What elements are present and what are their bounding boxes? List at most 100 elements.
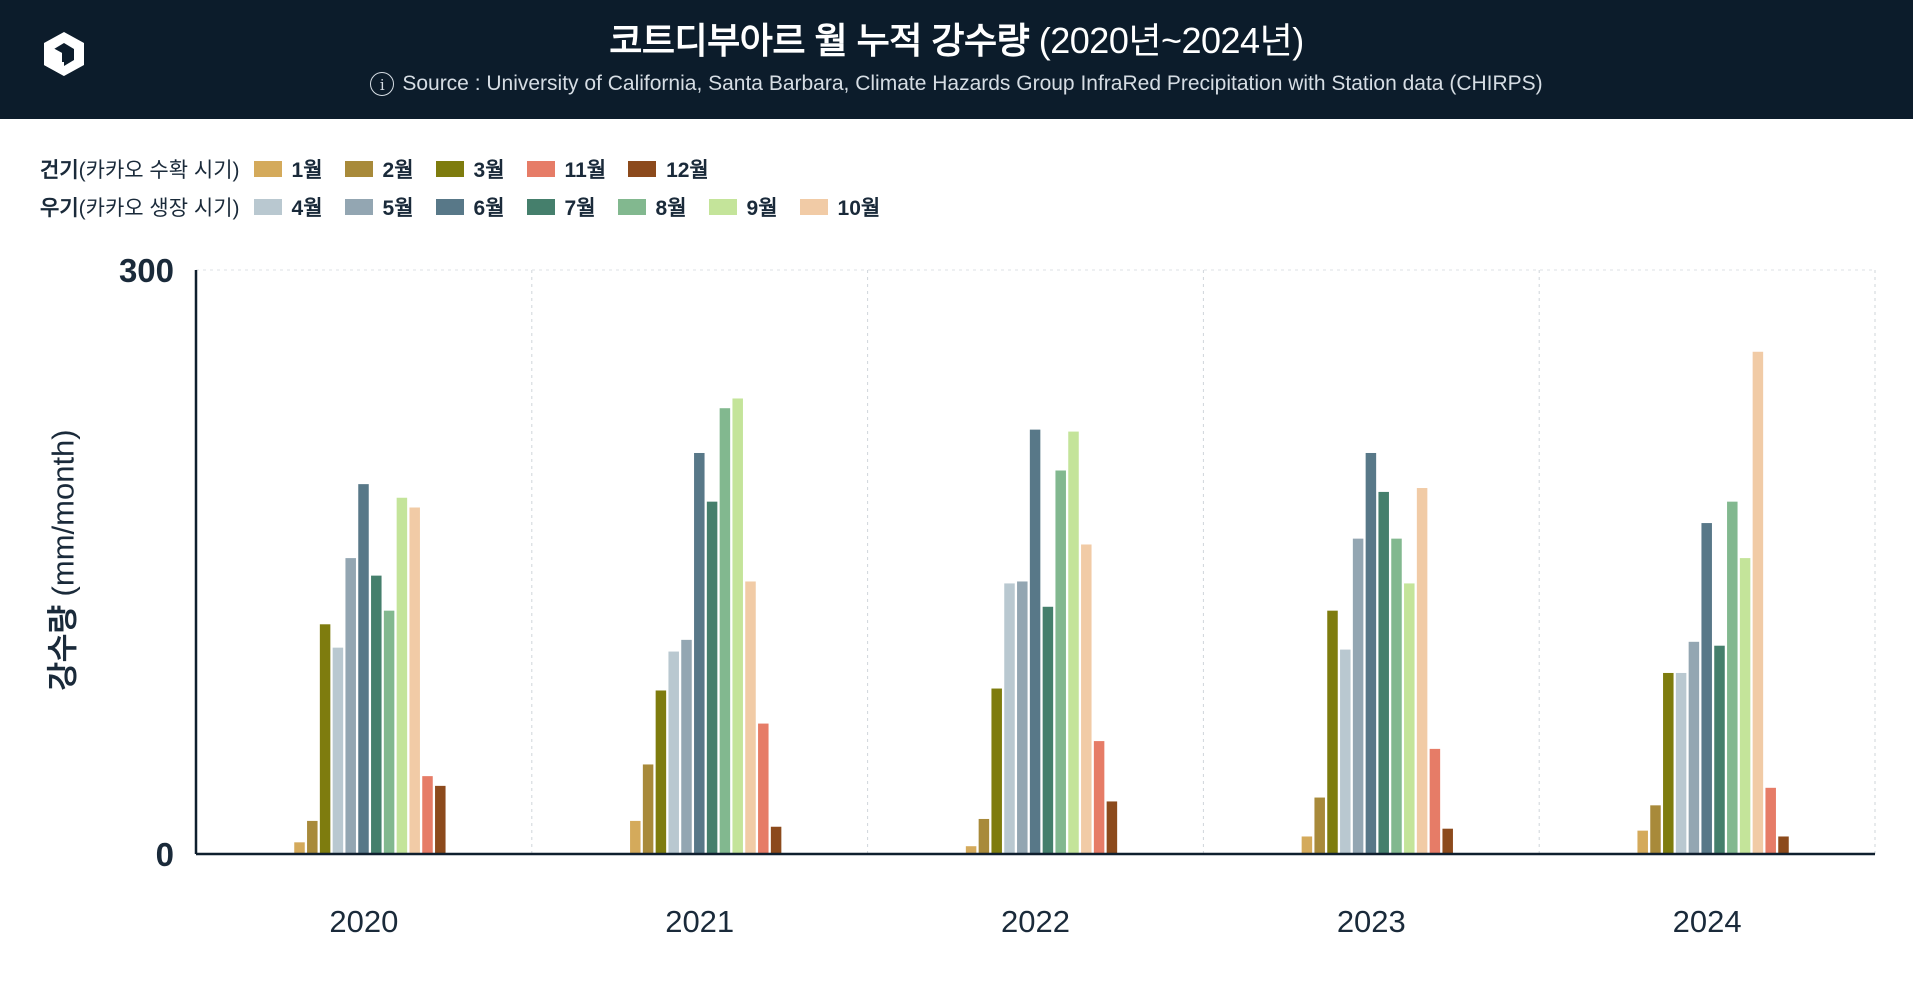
bar-2023-1월: [1301, 836, 1313, 854]
bar-2021-10월: [745, 581, 756, 854]
bar-2021-5월: [681, 639, 692, 854]
legend-label: 1월: [291, 159, 323, 182]
bar-2022-7월: [1042, 606, 1054, 854]
legend-label: 3월: [473, 159, 505, 182]
bar-2024-1월: [1637, 830, 1648, 854]
legend-label: 6월: [473, 197, 505, 220]
legend-item-5월: 5월: [344, 192, 414, 222]
bar-2020-4월: [332, 647, 344, 854]
bar-2023-8월: [1391, 538, 1402, 854]
legend-item-8월: 8월: [617, 192, 687, 222]
bar-2021-6월: [694, 452, 705, 854]
x-tick-label: 2023: [1337, 904, 1406, 939]
bar-2021-2월: [642, 764, 654, 854]
bar-2022-6월: [1029, 429, 1041, 854]
bar-2024-8월: [1727, 501, 1738, 854]
bar-2024-5월: [1688, 641, 1700, 854]
legend-swatch: [253, 161, 282, 177]
legend-swatch: [799, 199, 828, 215]
bar-2020-2월: [307, 820, 318, 854]
title-period: (2020년~2024년): [1038, 20, 1304, 61]
bar-2023-10월: [1416, 488, 1428, 854]
bar-2023-6월: [1365, 452, 1377, 854]
legend-group-wet-bold: 우기: [40, 197, 79, 220]
legend-swatch: [617, 199, 646, 215]
legend-item-2월: 2월: [344, 154, 414, 184]
page-title: 코트디부아르 월 누적 강수량 (2020년~2024년): [0, 12, 1913, 64]
bar-2024-3월: [1663, 672, 1674, 854]
bar-2024-11월: [1765, 787, 1776, 854]
bar-2024-6월: [1701, 523, 1712, 854]
legend-swatch: [628, 161, 657, 177]
legend-label: 4월: [291, 197, 323, 220]
bar-2022-11월: [1093, 741, 1105, 854]
legend-row-wet: 우기(카카오 생장 시기) 4월 5월 6월 7월 8월 9월 10월: [40, 193, 902, 221]
legend-group-wet: 우기(카카오 생장 시기): [40, 192, 240, 222]
bar-2024-9월: [1739, 558, 1751, 854]
bar-2023-9월: [1404, 583, 1415, 854]
bar-2021-11월: [758, 723, 769, 854]
legend-label: 5월: [382, 197, 414, 220]
header-bar: 코트디부아르 월 누적 강수량 (2020년~2024년) i Source : …: [0, 0, 1913, 119]
legend-swatch: [526, 199, 555, 215]
bar-2022-9월: [1068, 431, 1079, 854]
legend-item-7월: 7월: [526, 192, 596, 222]
legend-item-10월: 10월: [799, 192, 881, 222]
legend-swatch: [253, 199, 282, 215]
legend-label: 11월: [564, 159, 607, 182]
bar-2021-9월: [732, 398, 743, 854]
bar-2020-6월: [358, 484, 369, 854]
bar-2022-3월: [991, 688, 1002, 854]
legend-swatch: [344, 199, 373, 215]
y-tick-label: 300: [119, 252, 174, 289]
bar-2022-2월: [978, 818, 990, 854]
title-main: 코트디부아르 월 누적 강수량: [609, 20, 1030, 61]
bar-2020-7월: [371, 575, 382, 854]
bar-2021-7월: [706, 501, 718, 854]
bar-2024-12월: [1778, 836, 1789, 854]
bar-2022-1월: [965, 846, 977, 854]
bar-2021-8월: [719, 408, 731, 854]
bar-2023-4월: [1340, 649, 1351, 854]
bar-2021-12월: [770, 826, 782, 854]
bar-2020-11월: [422, 776, 433, 854]
x-tick-label: 2020: [329, 904, 398, 939]
legend-group-dry-bold: 건기: [40, 159, 79, 182]
legend-group-dry: 건기(카카오 수확 시기): [40, 154, 240, 184]
logo-icon: [44, 32, 84, 76]
bar-2020-9월: [396, 497, 408, 854]
legend-swatch: [435, 161, 464, 177]
legend-item-11월: 11월: [526, 154, 607, 184]
legend-swatch: [708, 199, 737, 215]
bar-2020-8월: [383, 610, 395, 854]
bar-2024-2월: [1650, 805, 1661, 854]
legend-label: 12월: [666, 159, 709, 182]
bar-2020-1월: [294, 842, 305, 854]
bar-2021-4월: [668, 651, 679, 854]
legend-swatch: [435, 199, 464, 215]
bar-2020-12월: [435, 785, 446, 854]
legend-group-wet-rest: (카카오 생장 시기): [78, 197, 240, 220]
bar-2024-4월: [1675, 672, 1687, 854]
legend-label: 2월: [382, 159, 414, 182]
legend-item-4월: 4월: [253, 192, 323, 222]
bar-2021-1월: [630, 820, 641, 854]
bar-2022-8월: [1055, 470, 1066, 854]
bar-2020-10월: [409, 507, 420, 854]
bar-2022-5월: [1017, 581, 1028, 854]
y-tick-label: 0: [156, 836, 174, 873]
legend-label: 7월: [564, 197, 596, 220]
legend-row-dry: 건기(카카오 수확 시기) 1월 2월 3월 11월 12월: [40, 155, 902, 183]
bar-2023-11월: [1429, 748, 1441, 854]
legend-label: 10월: [837, 197, 881, 220]
legend-item-6월: 6월: [435, 192, 505, 222]
bar-2022-12월: [1106, 801, 1118, 854]
legend-label: 8월: [655, 197, 687, 220]
legend-label: 9월: [746, 197, 778, 220]
bar-2023-3월: [1327, 610, 1338, 854]
chart-legend: 건기(카카오 수확 시기) 1월 2월 3월 11월 12월 우기(카카오 생장 시기)…: [40, 155, 902, 231]
legend-swatch: [344, 161, 373, 177]
source-text: Source : University of California, Santa…: [402, 72, 1543, 95]
x-tick-label: 2024: [1673, 904, 1742, 939]
